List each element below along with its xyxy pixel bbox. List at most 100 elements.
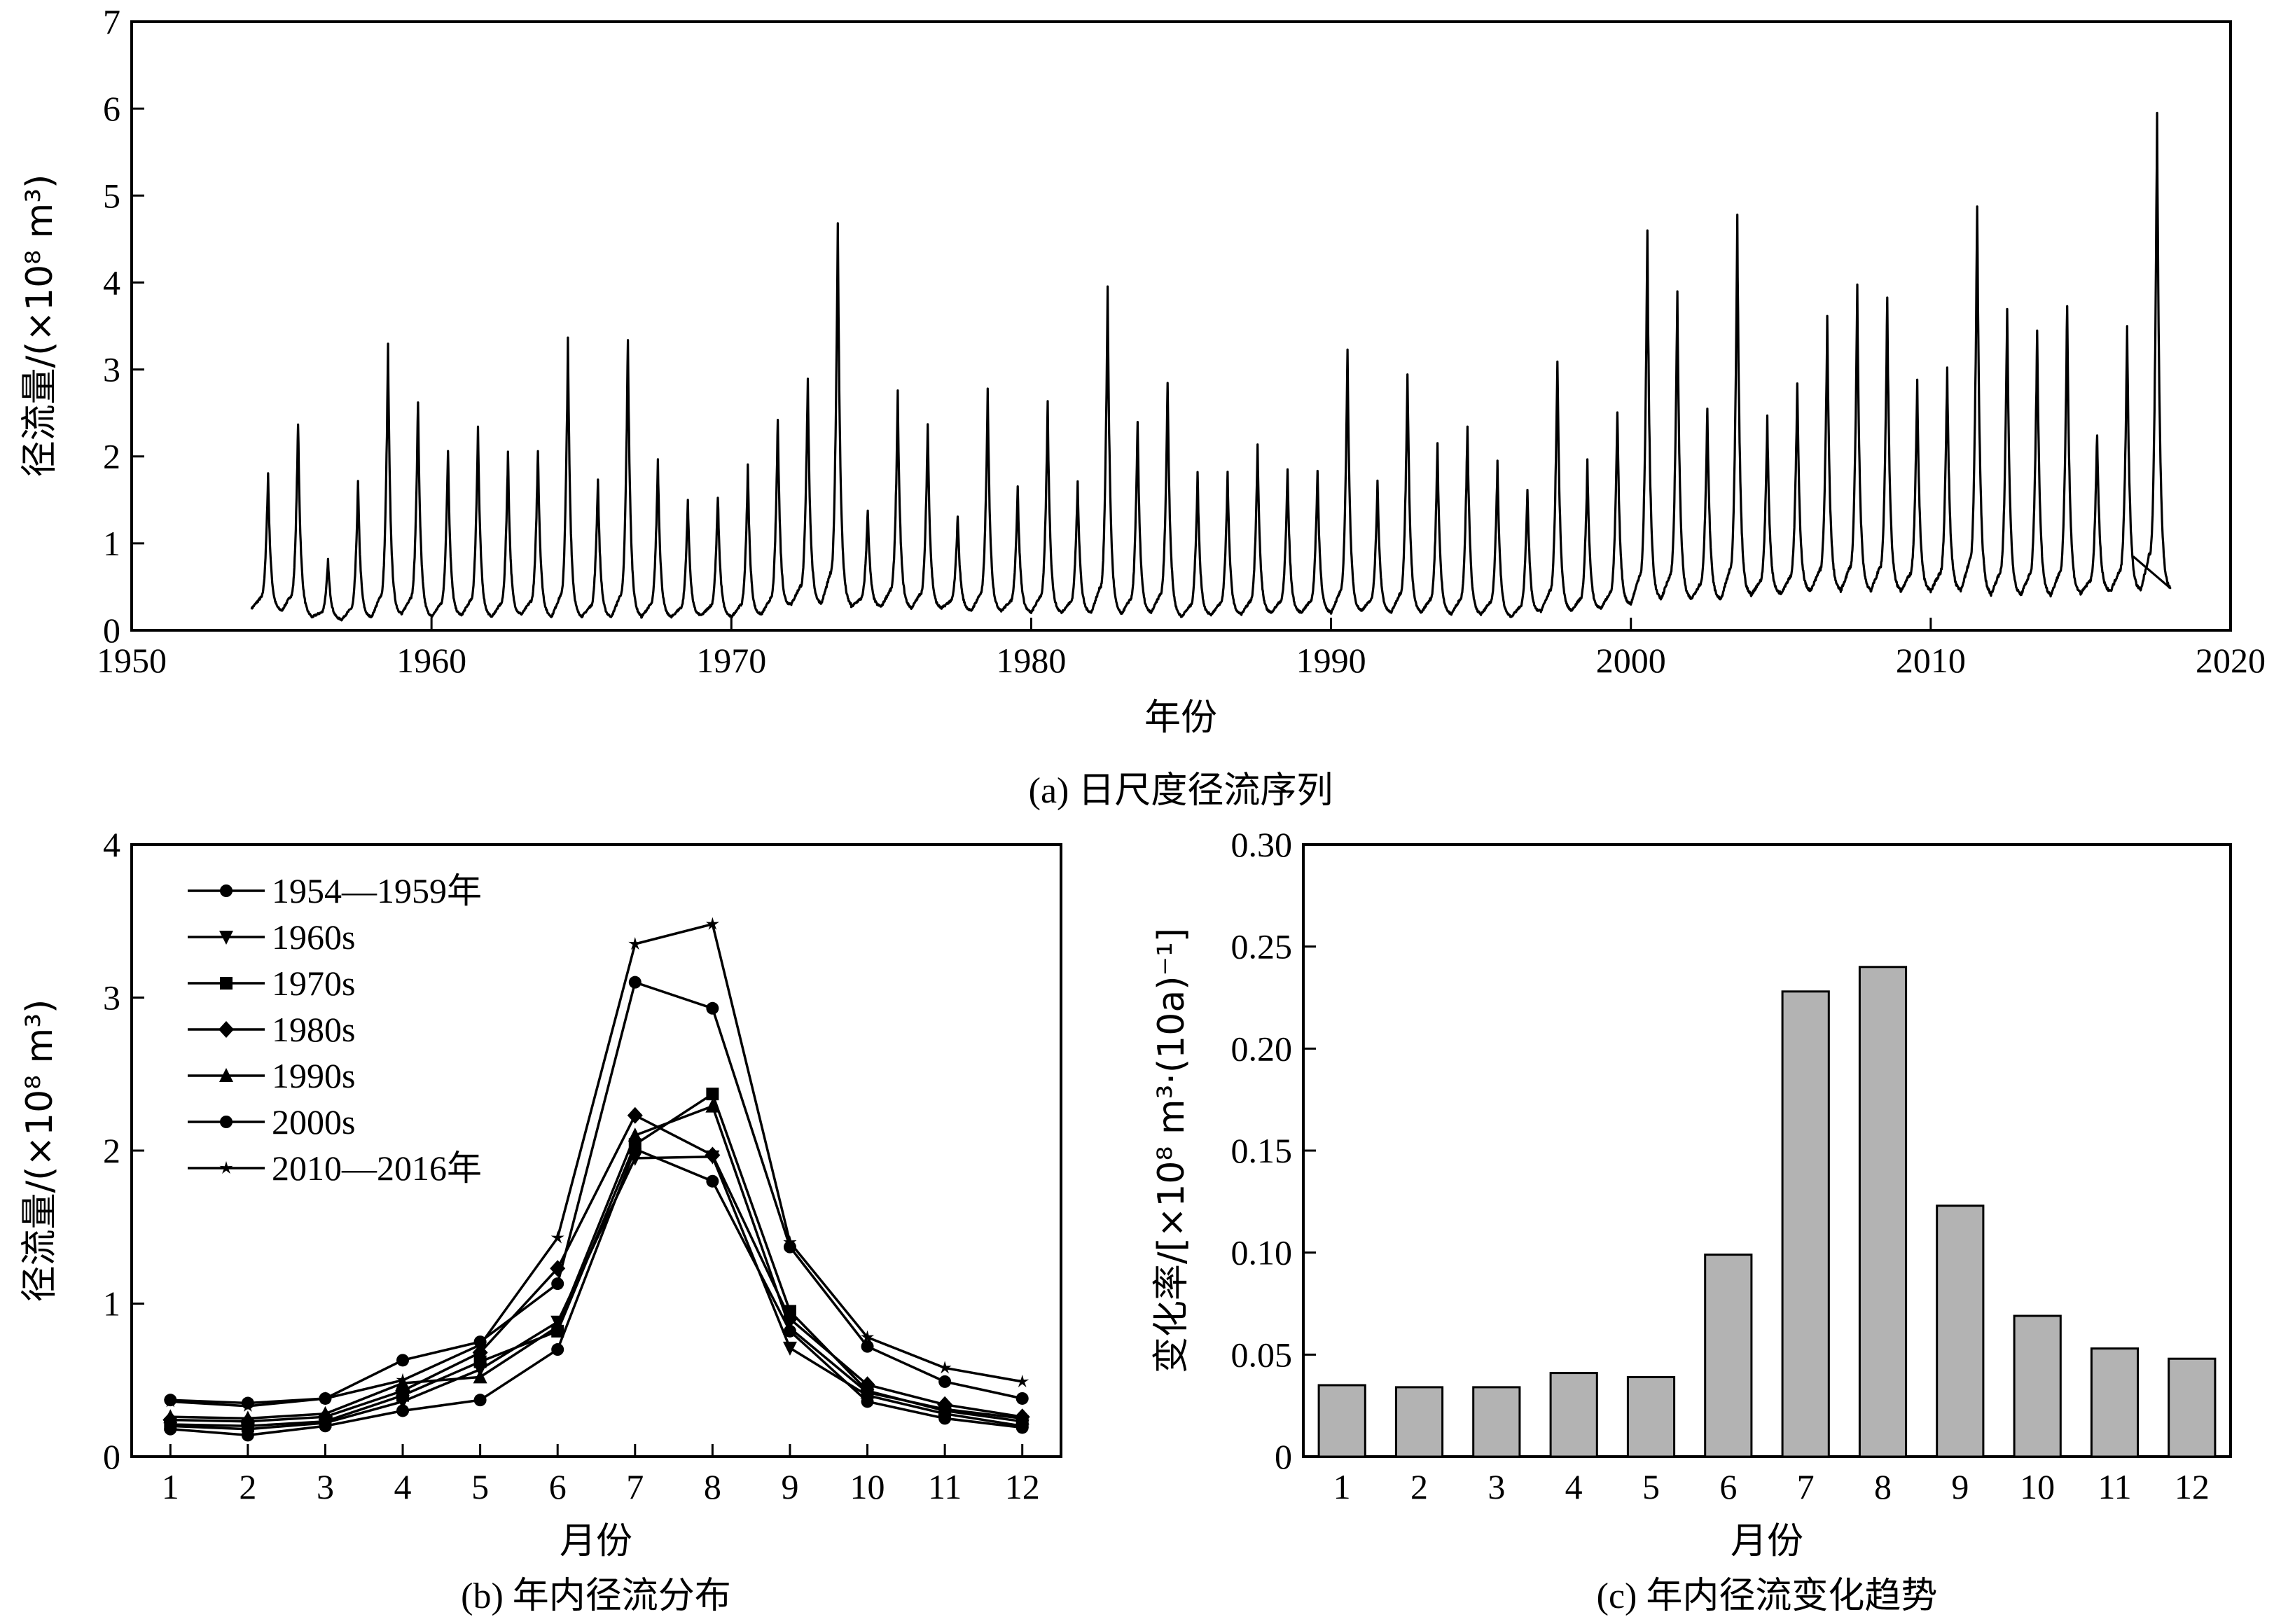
panel-c-ytick-label: 0.30: [1231, 825, 1293, 864]
panel-b-point: [318, 1406, 333, 1420]
panel-b-point: [473, 1338, 487, 1351]
panel-b-x-ticks: 1 2 3 4 5 6 7 8 9 10 11 12: [162, 1444, 1040, 1506]
panel-b-legend-item: 1990s: [188, 1056, 355, 1095]
panel-b-ytick-label: 3: [103, 978, 120, 1018]
panel-b-point: [396, 1404, 410, 1417]
panel-a-y-ticks: 0 1 2 3 4 5 6 7: [103, 2, 144, 650]
panel-a-ytick-label: 4: [103, 263, 120, 302]
panel-b-xtick-label: 10: [850, 1467, 885, 1506]
panel-c-y-label: 变化率/[×10⁸ m³·(10a)⁻¹]: [1151, 928, 1193, 1373]
panel-b-ytick-label: 2: [103, 1131, 120, 1170]
panel-b-legend-label: 2000s: [272, 1102, 355, 1141]
panel-b-point: [782, 1320, 797, 1335]
panel-a-xtick-label: 1950: [97, 641, 167, 680]
panel-c-ytick-label: 0: [1275, 1437, 1292, 1476]
panel-b-xtick-label: 4: [394, 1467, 412, 1506]
panel-b-series-line: [170, 1104, 1022, 1420]
panel-b-point: [861, 1340, 874, 1353]
panel-a-ytick-label: 3: [103, 350, 120, 389]
panel-a-xtick-label: 1960: [396, 641, 466, 680]
panel-b-legend-label: 1960s: [272, 917, 355, 957]
panel-b-legend-marker: [219, 1161, 233, 1174]
panel-b-point: [706, 1088, 719, 1101]
panel-c-bar: [1626, 1375, 1676, 1458]
panel-c-bar: [2013, 1314, 2062, 1458]
panel-b-legend-marker: [219, 1068, 233, 1082]
panel-b-xtick-label: 11: [928, 1467, 962, 1506]
panel-a-x-ticks: 1950 1960 1970 1980 1990 2000 2010 2020: [97, 618, 2266, 680]
panel-b-legend-item: 2000s: [188, 1102, 355, 1141]
panel-b-legend-label: 1990s: [272, 1056, 355, 1095]
panel-a-xtick-label: 2010: [1896, 641, 1966, 680]
panel-b-point: [396, 1373, 410, 1386]
panel-b-point: [705, 1098, 720, 1113]
panel-c-xtick-label: 8: [1874, 1467, 1892, 1506]
panel-b-xtick-label: 1: [162, 1467, 179, 1506]
panel-b-point: [472, 1344, 488, 1361]
panel-a-daily-runoff: 0 1 2 3 4 5 6 7 1950 1960 1970 1980 1990 2000 2010 202…: [19, 2, 2266, 811]
panel-c-bar: [2168, 1357, 2217, 1458]
panel-a-ytick-label: 5: [103, 176, 120, 215]
panel-c-ytick-label: 0.10: [1231, 1233, 1293, 1272]
panel-b-point: [163, 1409, 178, 1424]
panel-c-y-ticks: 0 0.05 0.10 0.15 0.20 0.25 0.30: [1231, 825, 1316, 1476]
panel-b-series-line: [170, 922, 1023, 1408]
panel-b-legend-label: 2010—2016年: [272, 1148, 482, 1188]
panel-c-bar: [2090, 1347, 2140, 1458]
panel-c-bar: [1394, 1386, 1444, 1458]
panel-c-xtick-label: 1: [1333, 1467, 1351, 1506]
panel-b-ytick-label: 1: [103, 1284, 120, 1324]
panel-c-bar: [1704, 1254, 1753, 1458]
panel-b-point: [938, 1375, 952, 1388]
panel-a-ytick-label: 2: [103, 437, 120, 476]
panel-b-point: [861, 1330, 875, 1343]
panel-c-bar: [1936, 1205, 1985, 1458]
panel-c-bar: [1858, 966, 1908, 1458]
panel-b-xtick-label: 8: [704, 1467, 721, 1506]
panel-b-legend-item: 1960s: [188, 917, 355, 957]
panel-c-xtick-label: 12: [2175, 1467, 2210, 1506]
panel-b-point: [705, 917, 719, 930]
panel-c-bar: [1549, 1372, 1598, 1458]
panel-c-ytick-label: 0.15: [1231, 1131, 1293, 1170]
panel-b-legend-item: 1954—1959年: [188, 871, 482, 910]
panel-a-ytick-label: 0: [103, 611, 120, 650]
panel-b-series-line: [170, 1155, 1022, 1431]
panel-b-series-line: [170, 1113, 1022, 1423]
panel-b-point: [783, 1235, 797, 1249]
panel-b-legend-item: 1980s: [188, 1010, 355, 1049]
panel-b-point: [705, 1146, 721, 1164]
panel-c-ytick-label: 0.05: [1231, 1335, 1293, 1374]
panel-c-xtick-label: 5: [1642, 1467, 1660, 1506]
panel-b-legend-marker: [220, 1116, 233, 1128]
panel-c-x-ticks: 1 2 3 4 5 6 7 8 9 10 11 12: [1333, 1444, 2210, 1506]
panel-b-point: [240, 1410, 255, 1425]
panel-b-xtick-label: 9: [781, 1467, 798, 1506]
panel-c-monthly-trend: 00.050.100.150.200.250.30 1 2 3 4 5 6 7 8 9 10 11 1…: [1151, 825, 2232, 1616]
panel-c-xtick-label: 10: [2020, 1467, 2055, 1506]
panel-a-xtick-label: 1980: [996, 641, 1066, 680]
panel-a-caption: (a) 日尺度径流序列: [1029, 771, 1333, 811]
panel-a-y-label: 径流量/(×10⁸ m³): [19, 174, 61, 478]
panel-b-series-4: [163, 1098, 1029, 1425]
panel-a-frame: [130, 20, 2232, 632]
panel-c-xtick-label: 9: [1951, 1467, 1969, 1506]
panel-a-ytick-label: 1: [103, 524, 120, 563]
panel-a-x-label: 年份: [1144, 697, 1217, 739]
panel-b-point: [628, 1127, 642, 1142]
panel-b-legend-label: 1954—1959年: [272, 871, 482, 910]
panel-b-point: [318, 1391, 332, 1405]
panel-b-point: [396, 1354, 410, 1367]
panel-b-legend-label: 1970s: [272, 964, 355, 1003]
panel-c-bar: [1317, 1384, 1366, 1458]
panel-c-ytick-label: 0.25: [1231, 927, 1293, 966]
panel-b-xtick-label: 3: [317, 1467, 334, 1506]
panel-b-series-line: [170, 1092, 1022, 1428]
panel-b-point: [706, 1001, 719, 1015]
panel-b-xtick-label: 2: [239, 1467, 256, 1506]
panel-b-point: [628, 937, 642, 950]
panel-b-point: [163, 1394, 177, 1408]
panel-b-caption: (b) 年内径流分布: [461, 1576, 731, 1616]
panel-b-xtick-label: 6: [549, 1467, 567, 1506]
